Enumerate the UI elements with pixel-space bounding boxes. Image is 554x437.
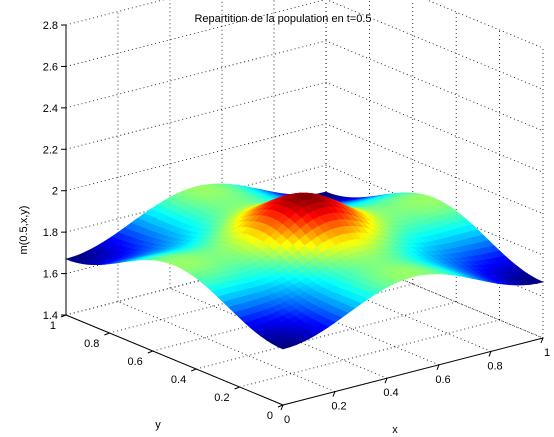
x-tick-label: 0: [284, 414, 290, 426]
z-gridline: [65, 164, 544, 256]
z-tick-label: 2.4: [43, 103, 58, 115]
y-tick-mark: [147, 350, 153, 354]
chart-title: Repartition de la population en t=0.5: [194, 13, 371, 25]
z-tick-label: 2: [52, 186, 58, 198]
y-tick-label: 0.2: [214, 392, 229, 404]
x-tick-mark: [332, 391, 336, 397]
y-tick-label: 0.6: [128, 356, 143, 368]
x-axis-label: x: [392, 424, 398, 436]
z-tick-label: 2.8: [43, 20, 58, 32]
z-tick-label: 1.4: [43, 310, 58, 322]
axis-layer: 00.20.40.60.8100.20.40.60.811.41.61.822.…: [43, 20, 550, 426]
floor-gridline: [196, 301, 457, 370]
x-tick-mark: [436, 364, 440, 370]
x-tick-label: 0.4: [383, 387, 398, 399]
y-tick-label: 0: [267, 410, 273, 422]
z-axis-label: m(0.5,x,y): [18, 206, 30, 255]
y-tick-mark: [277, 404, 284, 408]
y-axis-label: y: [155, 419, 161, 431]
floor-gridline: [239, 319, 500, 388]
x-tick-label: 0.6: [435, 374, 450, 386]
floor-gridline: [152, 283, 413, 352]
floor-gridline: [65, 247, 327, 316]
y-tick-label: 0.8: [84, 338, 99, 350]
z-tick-label: 2.6: [43, 61, 58, 73]
x-tick-mark: [488, 351, 492, 357]
x-tick-mark: [384, 378, 388, 384]
x-tick-mark: [280, 404, 284, 411]
x-tick-label: 0.2: [331, 401, 346, 413]
y-tick-label: 1: [50, 320, 56, 332]
surface-patch: [276, 344, 291, 350]
y-tick-mark: [234, 386, 240, 390]
z-tick-label: 1.8: [43, 227, 58, 239]
y-axis-line: [65, 314, 284, 406]
z-gridline: [65, 40, 544, 132]
y-tick-mark: [104, 332, 110, 336]
floor-gridline: [109, 265, 370, 334]
y-tick-mark: [191, 368, 197, 372]
z-tick-label: 1.6: [43, 269, 58, 281]
x-tick-label: 1: [544, 347, 550, 359]
x-axis-line: [282, 337, 544, 406]
y-tick-label: 0.4: [171, 374, 186, 386]
z-gridline: [65, 81, 544, 173]
x-tick-mark: [540, 337, 544, 344]
surface-layer: [65, 183, 544, 350]
x-tick-label: 0.8: [487, 360, 502, 372]
z-tick-label: 2.2: [43, 144, 58, 156]
